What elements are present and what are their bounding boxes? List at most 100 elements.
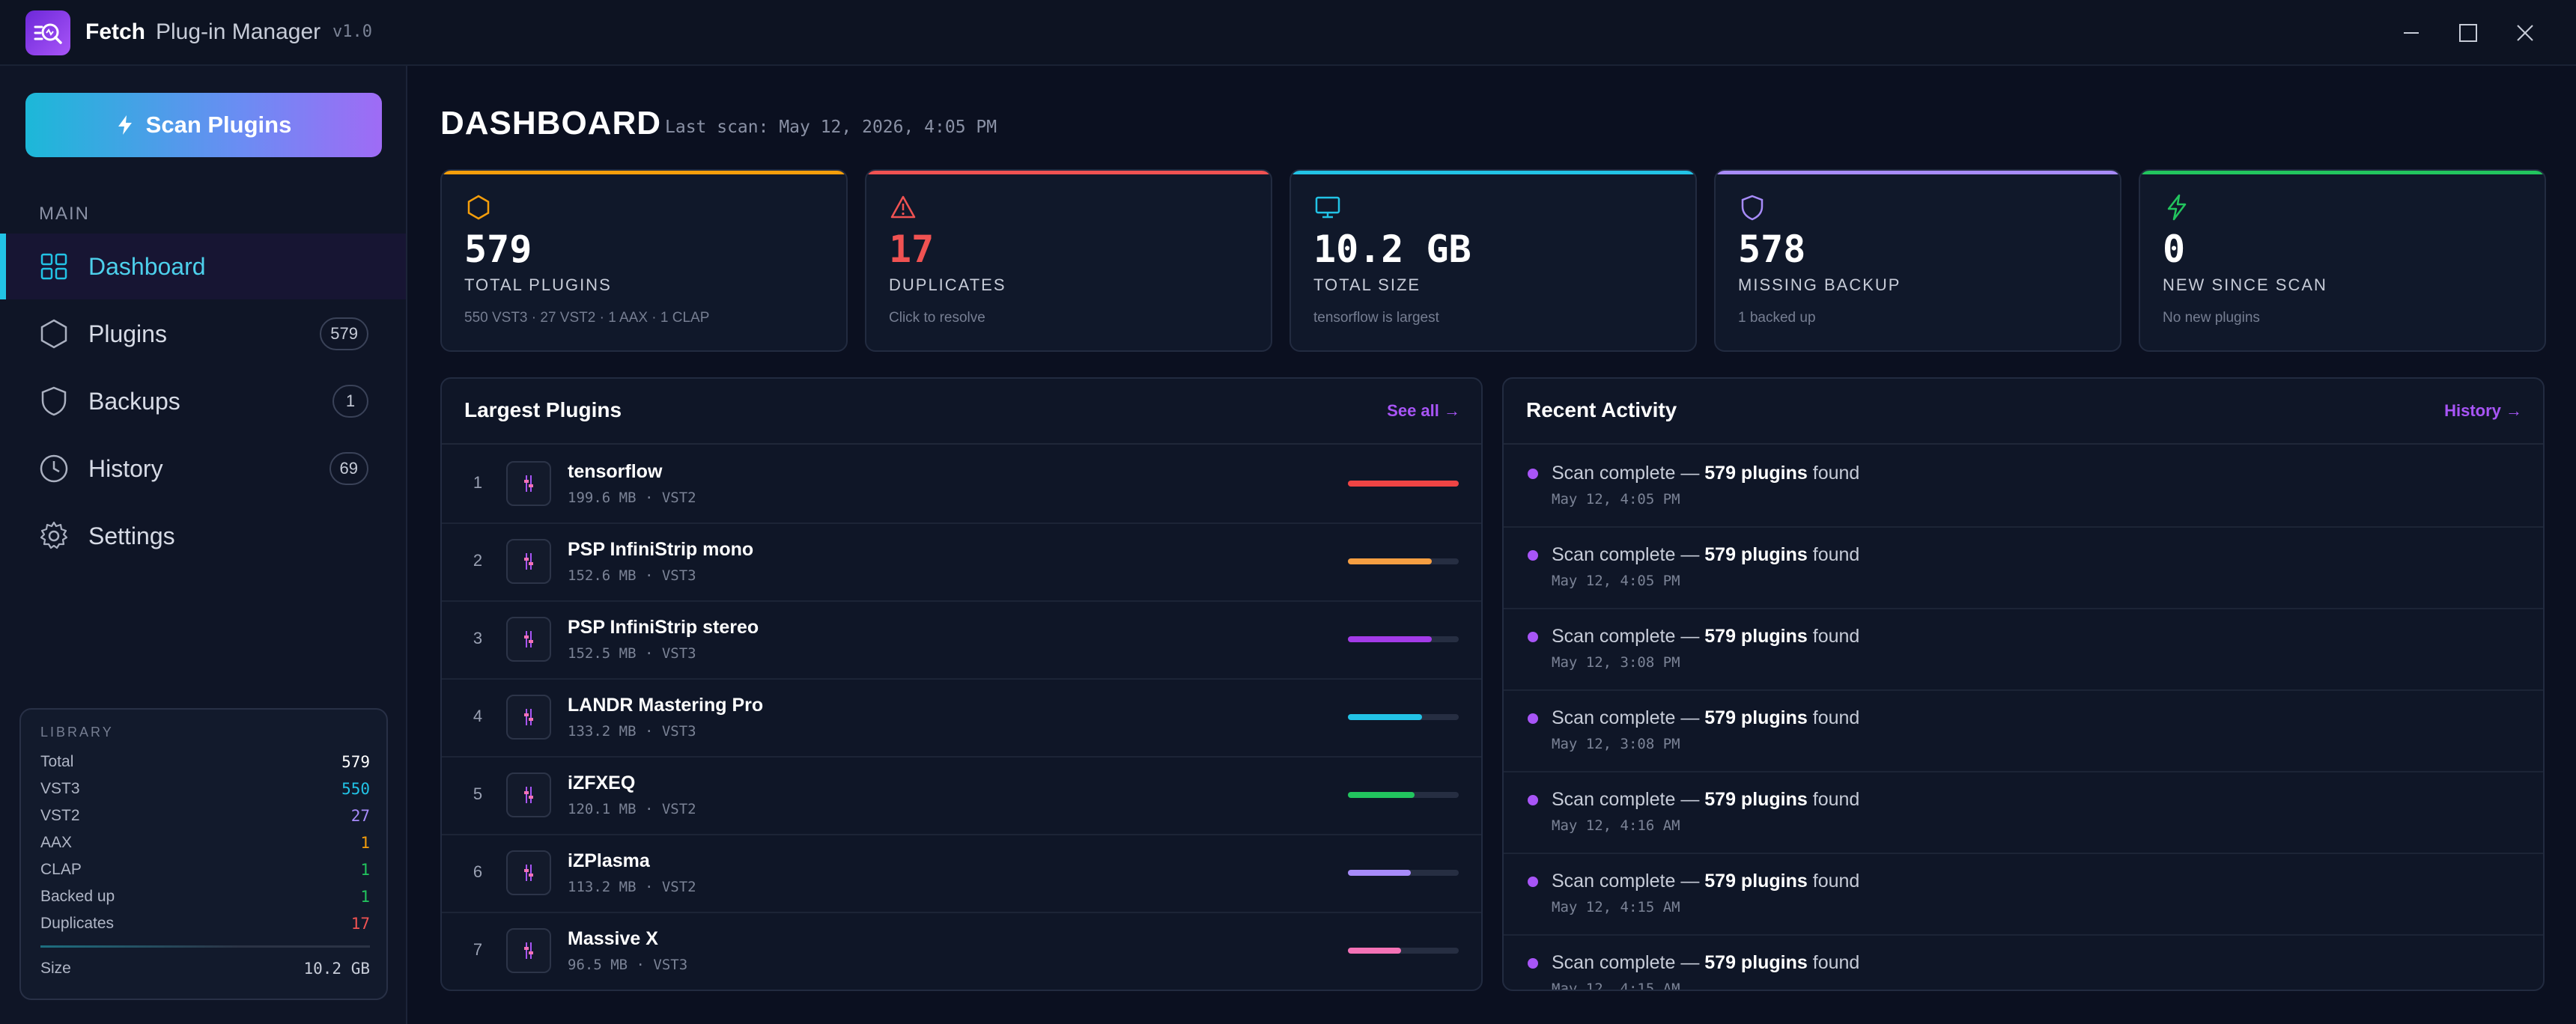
plugin-thumbnail bbox=[506, 772, 551, 817]
library-row-total: Total 579 bbox=[40, 753, 370, 775]
close-button[interactable] bbox=[2509, 16, 2542, 49]
library-row-duplicates: Duplicates 17 bbox=[40, 915, 370, 937]
minimize-button[interactable] bbox=[2395, 16, 2428, 49]
plugin-thumbnail bbox=[506, 850, 551, 895]
size-bar-track bbox=[1348, 481, 1459, 487]
plugin-name: tensorflow bbox=[568, 461, 663, 482]
activity-text: Scan complete — 579 plugins found bbox=[1552, 626, 1859, 647]
sidebar-item-history[interactable]: History 69 bbox=[0, 436, 406, 502]
app-logo-icon bbox=[25, 10, 70, 55]
plugin-rank: 2 bbox=[473, 551, 483, 570]
grid-icon bbox=[40, 253, 67, 280]
stat-label: MISSING BACKUP bbox=[1738, 275, 1901, 294]
scan-plugins-button[interactable]: Scan Plugins bbox=[25, 93, 382, 157]
activity-prefix: Scan complete — bbox=[1552, 952, 1705, 973]
stat-subtext: 550 VST3 · 27 VST2 · 1 AAX · 1 CLAP bbox=[464, 310, 710, 326]
app-version: v1.0 bbox=[332, 22, 372, 41]
shield-icon bbox=[41, 386, 67, 416]
size-bar-track bbox=[1348, 948, 1459, 954]
stat-card-missing-backup[interactable]: 578 MISSING BACKUP 1 backed up bbox=[1714, 169, 2121, 352]
plugin-thumbnail bbox=[506, 695, 551, 740]
activity-prefix: Scan complete — bbox=[1552, 871, 1705, 892]
plugins-count-badge: 579 bbox=[320, 317, 368, 350]
monitor-icon bbox=[1315, 196, 1340, 219]
plugin-thumbnail bbox=[506, 461, 551, 506]
hexagon-icon bbox=[467, 195, 490, 220]
library-row-label: Backed up bbox=[40, 888, 115, 905]
activity-time: May 12, 4:15 AM bbox=[1552, 899, 1680, 915]
library-row-label: Duplicates bbox=[40, 915, 115, 932]
activity-suffix: found bbox=[1807, 626, 1860, 647]
activity-text: Scan complete — 579 plugins found bbox=[1552, 544, 1859, 566]
stat-card-total-plugins[interactable]: 579 TOTAL PLUGINS 550 VST3 · 27 VST2 · 1… bbox=[440, 169, 848, 352]
plugin-row[interactable]: 2 PSP InfiniStrip mono 152.6 MB · VST3 bbox=[442, 524, 1481, 602]
activity-dot bbox=[1528, 469, 1538, 479]
plugin-rank: 3 bbox=[473, 629, 483, 647]
sidebar-item-backups[interactable]: Backups 1 bbox=[0, 368, 406, 434]
activity-suffix: found bbox=[1807, 707, 1860, 728]
card-accent-line bbox=[2140, 171, 2545, 174]
panel-title: Largest Plugins bbox=[464, 398, 622, 421]
stat-card-new-since-scan[interactable]: 0 NEW SINCE SCAN No new plugins bbox=[2139, 169, 2546, 352]
activity-text: Scan complete — 579 plugins found bbox=[1552, 707, 1859, 729]
activity-time: May 12, 4:05 PM bbox=[1552, 491, 1680, 508]
activity-item: Scan complete — 579 plugins found May 12,… bbox=[1504, 609, 2543, 691]
library-divider bbox=[40, 945, 370, 948]
stat-card-total-size[interactable]: 10.2 GB TOTAL SIZE tensorflow is largest bbox=[1289, 169, 1697, 352]
plugin-icon bbox=[524, 865, 533, 881]
size-bar-fill bbox=[1348, 714, 1423, 720]
plugin-row[interactable]: 4 LANDR Mastering Pro 133.2 MB · VST3 bbox=[442, 680, 1481, 758]
maximize-button[interactable] bbox=[2452, 16, 2485, 49]
gear-icon bbox=[40, 521, 68, 549]
plugin-name: PSP InfiniStrip stereo bbox=[568, 617, 759, 638]
stat-card-duplicates[interactable]: 17 DUPLICATES Click to resolve bbox=[865, 169, 1272, 352]
plugin-row[interactable]: 7 Massive X 96.5 MB · VST3 bbox=[442, 913, 1481, 990]
plugin-icon bbox=[524, 709, 533, 725]
app-name: Fetch bbox=[85, 19, 146, 44]
library-row-value: 550 bbox=[341, 780, 370, 798]
history-link[interactable]: History → bbox=[2444, 401, 2522, 420]
size-bar-fill bbox=[1348, 870, 1412, 876]
card-accent-line bbox=[866, 171, 1271, 174]
library-title: LIBRARY bbox=[40, 725, 114, 740]
activity-text: Scan complete — 579 plugins found bbox=[1552, 871, 1859, 892]
library-row-clap: CLAP 1 bbox=[40, 861, 370, 883]
stat-subtext: 1 backed up bbox=[1738, 310, 1816, 326]
sidebar-item-dashboard[interactable]: Dashboard bbox=[0, 234, 406, 299]
plugin-rank: 6 bbox=[473, 862, 483, 881]
activity-dot bbox=[1528, 550, 1538, 561]
sidebar-item-label: History bbox=[88, 455, 163, 482]
activity-dot bbox=[1528, 713, 1538, 724]
activity-prefix: Scan complete — bbox=[1552, 544, 1705, 565]
library-row-vst2: VST2 27 bbox=[40, 807, 370, 829]
activity-count: 579 plugins bbox=[1704, 871, 1808, 892]
activity-item: Scan complete — 579 plugins found May 12,… bbox=[1504, 936, 2543, 990]
plugin-row[interactable]: 6 iZPlasma 113.2 MB · VST2 bbox=[442, 835, 1481, 913]
plugin-icon bbox=[524, 942, 533, 959]
size-bar-fill bbox=[1348, 636, 1433, 642]
panel-title: Recent Activity bbox=[1526, 398, 1677, 421]
plugin-icon bbox=[524, 553, 533, 570]
sidebar-item-label: Dashboard bbox=[88, 253, 206, 280]
activity-count: 579 plugins bbox=[1704, 463, 1808, 484]
plugin-row[interactable]: 3 PSP InfiniStrip stereo 152.5 MB · VST3 bbox=[442, 602, 1481, 680]
see-all-link[interactable]: See all → bbox=[1387, 401, 1460, 420]
card-accent-line bbox=[1291, 171, 1695, 174]
plugin-row[interactable]: 1 tensorflow 199.6 MB · VST2 bbox=[442, 446, 1481, 524]
plugin-icon bbox=[524, 631, 533, 647]
library-row-label: CLAP bbox=[40, 861, 82, 878]
size-bar-fill bbox=[1348, 948, 1402, 954]
plugin-name: iZPlasma bbox=[568, 850, 650, 871]
activity-dot bbox=[1528, 958, 1538, 969]
last-scan-timestamp: Last scan: May 12, 2026, 4:05 PM bbox=[665, 118, 997, 137]
stat-value: 17 bbox=[889, 228, 935, 271]
plugin-row[interactable]: 5 iZFXEQ 120.1 MB · VST2 bbox=[442, 758, 1481, 835]
stat-value: 578 bbox=[1738, 228, 1806, 271]
sidebar-item-settings[interactable]: Settings bbox=[0, 503, 406, 569]
activity-prefix: Scan complete — bbox=[1552, 463, 1705, 484]
plugin-name: PSP InfiniStrip mono bbox=[568, 539, 754, 560]
sidebar-item-plugins[interactable]: Plugins 579 bbox=[0, 301, 406, 367]
sidebar-item-label: Plugins bbox=[88, 320, 167, 347]
maximize-icon bbox=[2459, 24, 2477, 42]
plugin-rank: 4 bbox=[473, 707, 483, 725]
